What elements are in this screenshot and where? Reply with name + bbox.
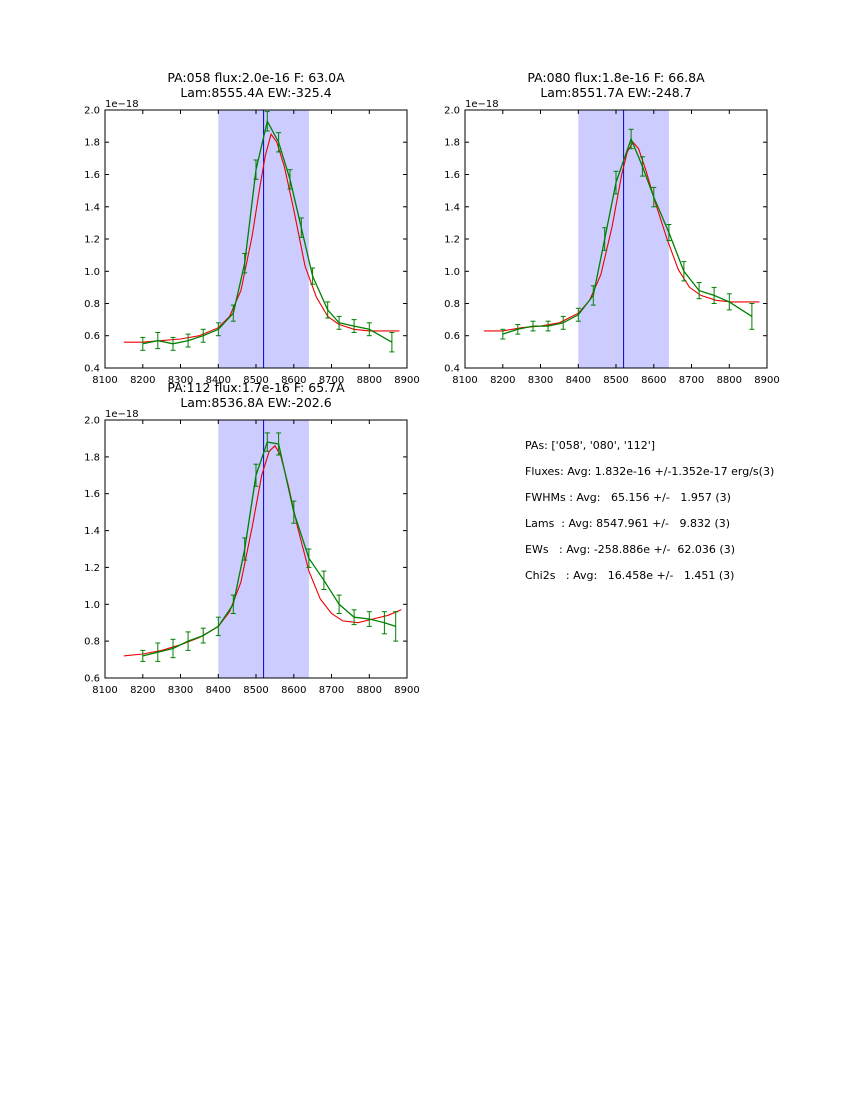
x-tick-label: 8500 [243,685,268,696]
y-tick-label: 1.8 [84,138,100,149]
stats-line-ews: EWs : Avg: -258.886e +/- 62.036 (3) [525,543,735,556]
stats-line-chi2s: Chi2s : Avg: 16.458e +/- 1.451 (3) [525,569,735,582]
x-tick-label: 8600 [281,375,306,386]
x-tick-label: 8200 [490,375,515,386]
stats-line-fluxes: Fluxes: Avg: 1.832e-16 +/-1.352e-17 erg/… [525,465,775,478]
subplot-pa058: PA:058 flux:2.0e-16 F: 63.0A Lam:8555.4A… [65,70,425,405]
y-tick-label: 0.4 [84,364,100,375]
x-tick-label: 8900 [754,375,779,386]
y-tick-label: 1.8 [84,452,100,463]
y-tick-label: 0.6 [84,331,100,342]
y-tick-label: 0.6 [84,674,100,685]
plot-title-line2: Lam:8551.7A EW:-248.7 [540,85,692,100]
y-tick-label: 2.0 [84,416,100,427]
y-tick-label: 1.4 [84,202,100,213]
y-tick-label: 1.2 [84,235,100,246]
stats-panel: PAs: ['058', '080', '112'] Fluxes: Avg: … [525,433,774,589]
y-tick-label: 0.8 [84,637,100,648]
plot-title-line2: Lam:8555.4A EW:-325.4 [180,85,332,100]
x-tick-label: 8100 [452,375,477,386]
x-tick-label: 8800 [717,375,742,386]
stats-line-lams: Lams : Avg: 8547.961 +/- 9.832 (3) [525,517,731,530]
plot-area-pa080: 8100 8200 8300 8400 8500 8600 8700 8800 8900 0.4 0… [444,100,780,386]
plot-title-line1: PA:058 flux:2.0e-16 F: 63.0A [167,70,345,85]
x-tick-label: 8900 [394,375,419,386]
x-tick-label: 8200 [130,375,155,386]
y-tick-label: 1.0 [84,267,100,278]
y-tick-label: 1.6 [84,170,100,181]
y-tick-label: 1.6 [444,170,460,181]
y-axis-offset-label: 1e−18 [105,410,139,420]
y-axis-offset-label: 1e−18 [465,100,499,110]
fit-curve [123,132,400,343]
tick-marks [104,109,408,369]
plot-area-pa112: 8100 8200 8300 8400 8500 8600 8700 8800 8900 0.6 0… [84,410,420,696]
y-axis-offset-label: 1e−18 [105,100,139,110]
plot-title-line1: PA:080 flux:1.8e-16 F: 66.8A [527,70,705,85]
y-tick-label: 1.8 [444,138,460,149]
x-tick-label: 8600 [281,685,306,696]
y-tick-label: 2.0 [84,106,100,117]
tick-marks [104,419,408,679]
x-tick-label: 8300 [168,685,193,696]
y-tick-label: 1.2 [444,235,460,246]
y-tick-label: 1.6 [84,489,100,500]
x-tick-label: 8500 [603,375,628,386]
y-tick-label: 2.0 [444,106,460,117]
stats-line-pas: PAs: ['058', '080', '112'] [525,439,656,452]
plot-title-line1: PA:112 flux:1.7e-16 F: 65.7A [167,380,345,395]
tick-marks [464,109,768,369]
y-tick-label: 0.8 [444,299,460,310]
x-tick-label: 8300 [168,375,193,386]
data-curve [142,441,396,657]
y-tick-label: 0.6 [444,331,460,342]
x-tick-label: 8400 [206,685,231,696]
y-tick-label: 1.0 [444,267,460,278]
x-tick-label: 8400 [206,375,231,386]
stats-line-fwhms: FWHMs : Avg: 65.156 +/- 1.957 (3) [525,491,731,504]
x-tick-label: 8200 [130,685,155,696]
data-curve [502,137,753,335]
plot-title: PA:112 flux:1.7e-16 F: 65.7A Lam:8536.8A… [105,380,407,410]
y-tick-label: 1.4 [84,526,100,537]
x-tick-label: 8700 [679,375,704,386]
x-tick-label: 8700 [319,685,344,696]
x-tick-label: 8800 [357,685,382,696]
x-tick-label: 8800 [357,375,382,386]
y-tick-label: 1.0 [84,600,100,611]
plot-area-pa058: 8100 8200 8300 8400 8500 8600 8700 8800 8900 0.4 0… [84,100,420,386]
data-curve [142,119,393,345]
subplot-pa112: PA:112 flux:1.7e-16 F: 65.7A Lam:8536.8A… [65,380,425,715]
x-tick-label: 8700 [319,375,344,386]
x-tick-label: 8500 [243,375,268,386]
y-tick-label: 0.4 [444,364,460,375]
x-tick-label: 8300 [528,375,553,386]
x-tick-label: 8100 [92,375,117,386]
plot-title-line2: Lam:8536.8A EW:-202.6 [180,395,332,410]
x-tick-label: 8400 [566,375,591,386]
subplot-pa080: PA:080 flux:1.8e-16 F: 66.8A Lam:8551.7A… [425,70,785,405]
plot-title: PA:058 flux:2.0e-16 F: 63.0A Lam:8555.4A… [105,70,407,100]
y-tick-label: 1.2 [84,563,100,574]
x-tick-label: 8600 [641,375,666,386]
y-tick-label: 1.4 [444,202,460,213]
plot-title: PA:080 flux:1.8e-16 F: 66.8A Lam:8551.7A… [465,70,767,100]
x-tick-label: 8900 [394,685,419,696]
y-tick-label: 0.8 [84,299,100,310]
x-tick-label: 8100 [92,685,117,696]
